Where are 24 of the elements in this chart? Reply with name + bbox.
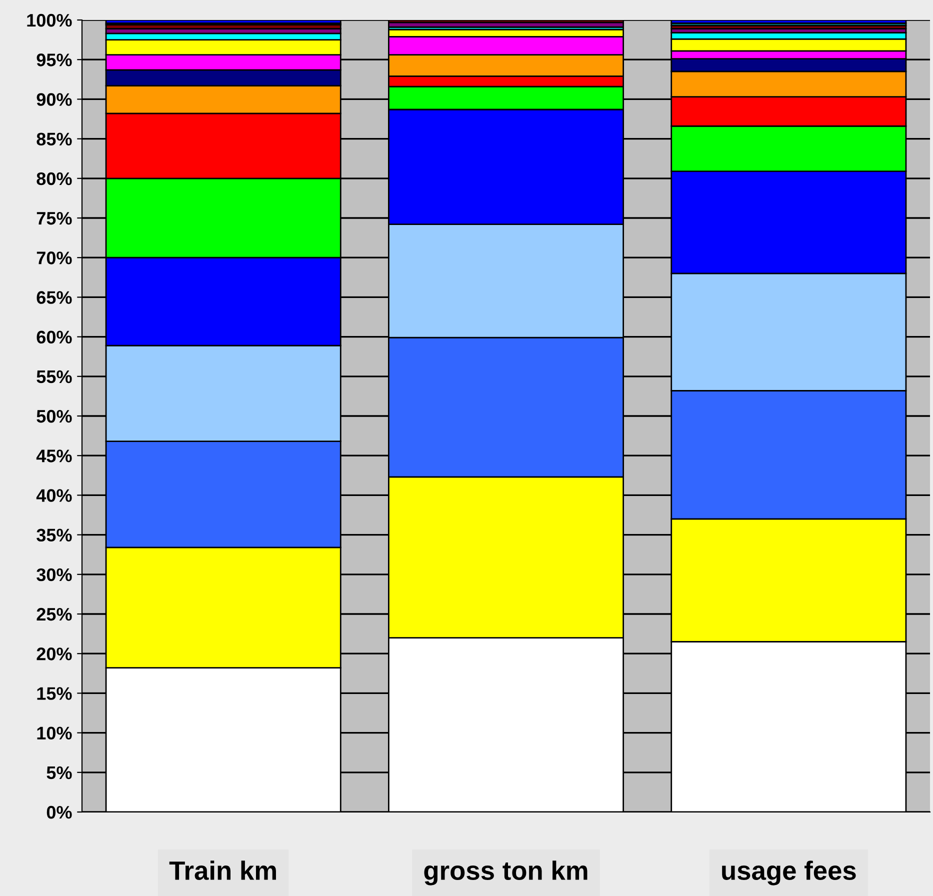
x-tick-label: Train km [169,860,276,880]
x-tick-label: usage fees [722,860,856,886]
y-tick-label: 75% [36,212,72,225]
y-tick-label: 100% [27,14,72,27]
y-tick-label: 30% [36,568,72,582]
y-tick-label: 15% [37,687,72,700]
y-tick-label: 25% [36,608,72,621]
y-tick-label: 70% [36,252,72,264]
y-tick-label: 55% [36,370,72,384]
y-tick-label: 60% [36,330,72,344]
y-tick-label: 0% [46,806,72,819]
y-tick-label: 40% [36,489,72,502]
y-tick-label: 45% [36,450,72,462]
y-tick-label: 80% [36,172,72,186]
y-tick-label: 35% [36,528,72,542]
y-tick-label: 50% [36,410,72,423]
y-tick-label: 10% [37,726,72,740]
y-tick-label: 95% [36,54,72,66]
y-tick-label: 85% [36,132,72,146]
y-tick-label: 90% [36,93,72,106]
y-tick-label: 65% [36,291,72,304]
x-tick-label: gross ton km [424,860,588,886]
y-tick-label: 5% [46,766,72,780]
y-tick-label: 20% [36,648,72,660]
